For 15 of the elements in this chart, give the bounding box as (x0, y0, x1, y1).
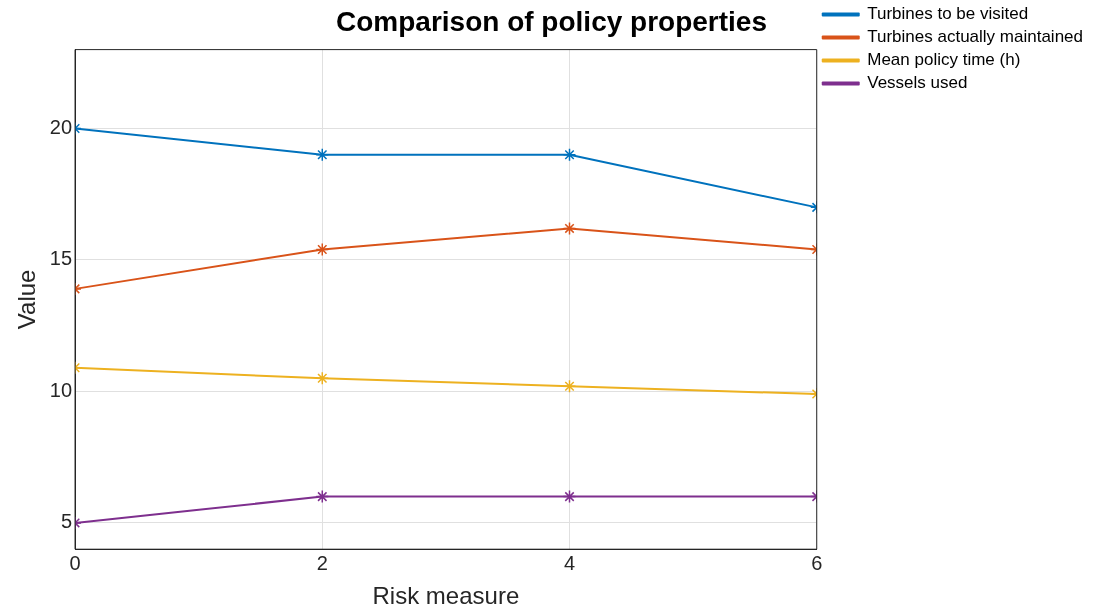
x-tick-label: 2 (316, 551, 328, 574)
chart-title: Comparison of policy properties (336, 5, 767, 37)
legend-label: Vessels used (867, 73, 968, 93)
legend-label: Mean policy time (h) (867, 50, 1021, 70)
x-tick-label: 6 (811, 551, 823, 574)
x-tick-label: 4 (563, 551, 576, 574)
y-tick-label: 5 (60, 510, 73, 533)
y-tick-label: 20 (49, 116, 73, 138)
y-tick-label: 10 (49, 378, 73, 401)
x-tick-label: 0 (69, 551, 81, 574)
y-axis-title: Value (13, 269, 41, 330)
y-tick-label: 15 (49, 247, 73, 270)
x-axis-title: Risk measure (372, 582, 520, 610)
legend-label: Turbines actually maintained (867, 27, 1083, 47)
legend-label: Turbines to be visited (867, 4, 1029, 24)
